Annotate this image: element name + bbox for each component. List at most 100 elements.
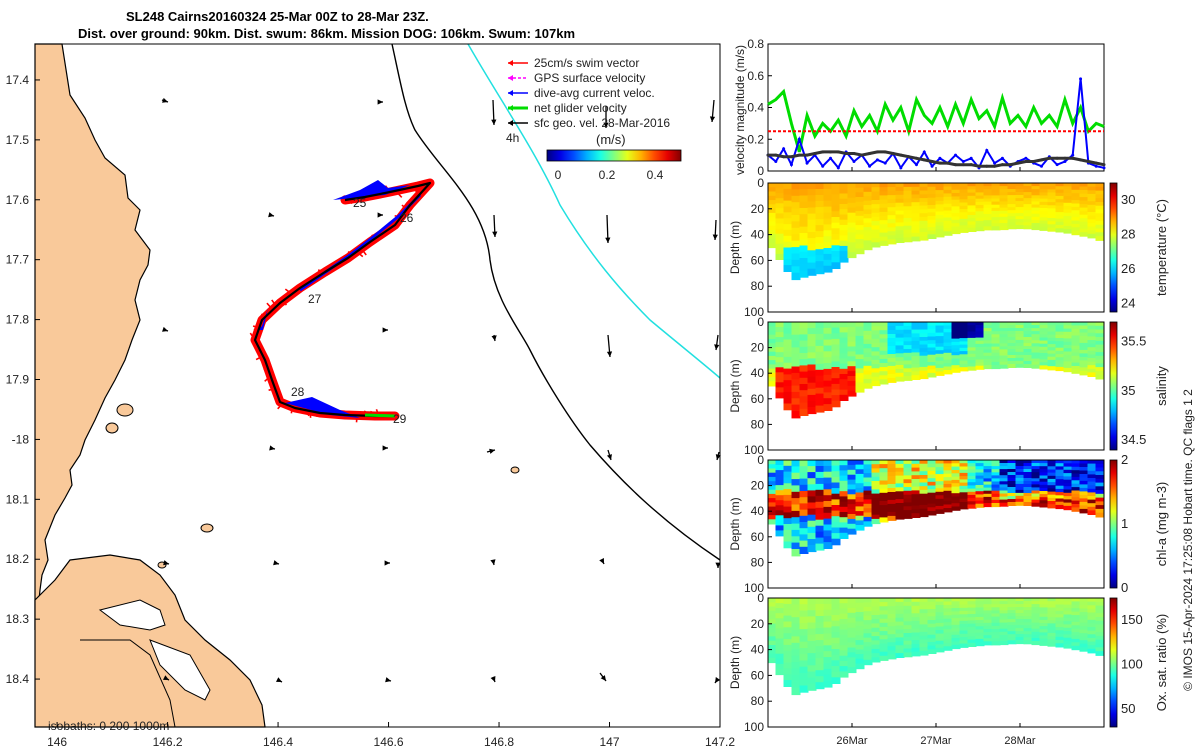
section-cell <box>767 242 777 249</box>
section-cell <box>775 392 785 399</box>
legend-label-4: sfc geo. vel. 28-Mar-2016 <box>534 116 670 130</box>
section-cell <box>1007 219 1017 224</box>
section-cell <box>1095 490 1105 495</box>
section-cell <box>783 241 793 249</box>
section-cell <box>967 639 977 644</box>
section-0-ytick-label-3: 60 <box>751 253 765 267</box>
section-cell <box>767 377 777 383</box>
section-cell <box>903 349 913 354</box>
section-cell <box>783 259 793 267</box>
section-cell <box>967 607 977 612</box>
section-cell <box>991 460 1001 465</box>
section-cell <box>935 360 945 366</box>
section-cell <box>799 673 809 681</box>
section-cell <box>991 223 1001 228</box>
section-cell <box>1007 195 1017 200</box>
section-cell <box>959 617 969 622</box>
section-cell <box>927 474 937 480</box>
section-cell <box>1023 346 1033 350</box>
section-cell <box>775 198 785 205</box>
section-cell <box>1031 622 1041 627</box>
section-cell <box>919 613 929 618</box>
section-cell <box>839 506 849 513</box>
section-cell <box>1023 460 1033 464</box>
section-cell <box>1039 494 1049 499</box>
geo-arrow-head <box>492 231 498 237</box>
section-cell <box>775 500 785 507</box>
section-cell <box>887 338 897 343</box>
section-cell <box>847 217 857 224</box>
section-cell <box>935 640 945 646</box>
section-cell <box>831 378 841 385</box>
section-cell <box>855 497 865 503</box>
section-cell <box>863 378 873 385</box>
section-cell <box>999 475 1009 480</box>
section-cell <box>999 322 1009 326</box>
section-cell <box>991 472 1001 477</box>
section-cell <box>1079 183 1089 188</box>
section-cell <box>855 243 865 250</box>
section-cell <box>1063 499 1073 504</box>
section-cell <box>967 344 977 349</box>
section-cell <box>799 509 809 517</box>
section-cell <box>879 232 889 238</box>
velocity-point <box>993 164 997 168</box>
section-cell <box>1015 183 1025 187</box>
velocity-ytick-label-2: 0.4 <box>747 101 764 115</box>
section-cell <box>999 463 1009 467</box>
section-cell <box>887 377 897 383</box>
section-cell <box>855 239 865 245</box>
section-cell <box>1023 207 1033 212</box>
section-cell <box>935 470 945 476</box>
section-cell <box>831 527 841 535</box>
section-cell <box>935 644 945 649</box>
section-cell <box>1007 613 1017 618</box>
section-cell <box>799 258 809 266</box>
section-cell <box>775 608 785 615</box>
section-cell <box>1039 328 1049 333</box>
section-cell <box>911 460 921 465</box>
section-cell <box>919 209 929 215</box>
section-cell <box>1023 622 1033 627</box>
section-cell <box>863 628 873 635</box>
section-cell <box>887 231 897 237</box>
section-cell <box>831 239 841 247</box>
section-cell <box>823 380 833 388</box>
section-cell <box>967 494 977 500</box>
section-cell <box>1055 215 1065 220</box>
section-cell <box>839 209 849 216</box>
section-cell <box>927 489 937 494</box>
section-cell <box>1095 228 1105 234</box>
section-cell <box>903 613 913 619</box>
section-cell <box>959 633 969 639</box>
section-cell <box>871 615 881 621</box>
section-cell <box>871 619 881 625</box>
section-cell <box>1031 472 1041 477</box>
section-cell <box>1095 232 1105 238</box>
section-3-ylabel: Depth (m) <box>728 636 742 689</box>
section-cell <box>1071 206 1081 212</box>
section-cell <box>1063 361 1073 366</box>
section-cell <box>847 622 857 629</box>
section-cell <box>983 484 993 489</box>
section-cell <box>767 238 777 244</box>
section-cell <box>815 598 825 605</box>
section-cell <box>815 646 825 654</box>
section-cell <box>815 604 825 611</box>
section-cell <box>831 660 841 667</box>
section-cell <box>767 493 777 500</box>
section-cell <box>903 345 913 350</box>
section-cell <box>895 226 905 232</box>
section-cell <box>863 602 873 608</box>
section-cell <box>1047 601 1057 606</box>
section-cell <box>871 623 881 629</box>
section-cell <box>975 183 985 188</box>
section-cell <box>839 460 849 467</box>
section-cell <box>839 337 849 344</box>
section-cell <box>919 616 929 622</box>
section-cell <box>767 602 777 608</box>
section-cell <box>855 640 865 646</box>
section-cell <box>999 223 1009 228</box>
section-cell <box>935 633 945 639</box>
